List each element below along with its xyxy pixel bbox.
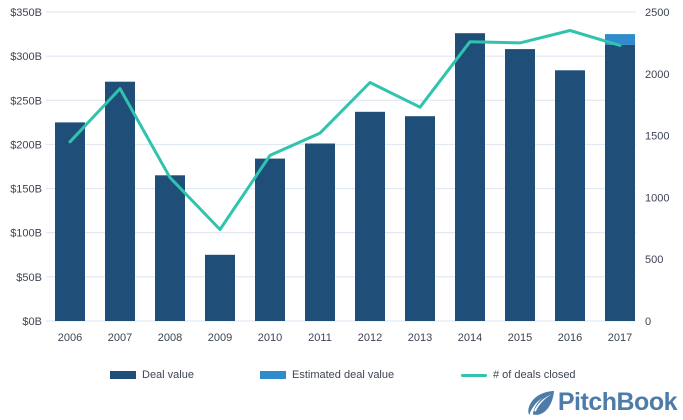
right-axis-tick: 2500 — [645, 7, 669, 19]
legend-item-deals-closed: # of deals closed — [461, 367, 576, 383]
bar-deal-value-2011 — [305, 143, 335, 321]
left-axis-tick: $300B — [10, 51, 42, 63]
x-axis-label-2009: 2009 — [208, 332, 232, 344]
right-axis-tick: 500 — [645, 254, 663, 266]
x-axis-label-2010: 2010 — [258, 332, 282, 344]
x-axis-label-2017: 2017 — [608, 332, 632, 344]
x-axis-label-2007: 2007 — [108, 332, 132, 344]
chart-legend: Deal value Estimated deal value # of dea… — [0, 367, 683, 383]
x-axis-label-2014: 2014 — [458, 332, 482, 344]
bar-deal-value-2008 — [155, 175, 185, 321]
bar-deal-value-2012 — [355, 111, 385, 321]
right-axis-tick: 2000 — [645, 69, 669, 81]
bar-deal-value-2014 — [455, 33, 485, 321]
x-axis-label-2011: 2011 — [308, 332, 332, 344]
bar-deal-value-2006 — [55, 122, 85, 322]
x-axis-label-2012: 2012 — [358, 332, 382, 344]
left-axis-tick: $350B — [10, 7, 42, 19]
bar-deal-value-2015 — [505, 49, 535, 321]
x-axis-label-2015: 2015 — [508, 332, 532, 344]
deals-closed-swatch — [461, 373, 487, 377]
legend-item-deal-value: Deal value — [110, 367, 194, 383]
bar-deal-value-2010 — [255, 158, 285, 321]
pitchbook-logo: PitchBook — [527, 388, 678, 417]
right-axis-tick: 0 — [645, 316, 651, 328]
bar-deal-value-2013 — [405, 116, 435, 321]
x-axis-label-2013: 2013 — [408, 332, 432, 344]
x-axis-label-2016: 2016 — [558, 332, 582, 344]
left-axis-tick: $250B — [10, 95, 42, 107]
x-axis-label-2006: 2006 — [58, 332, 82, 344]
x-axis-label-2008: 2008 — [158, 332, 182, 344]
bar-deal-value-2016 — [555, 70, 585, 321]
left-axis-tick: $50B — [16, 272, 42, 284]
left-axis-tick: $150B — [10, 184, 42, 196]
left-axis-tick: $200B — [10, 139, 42, 151]
bar-deal-value-2017 — [605, 44, 635, 321]
legend-label-estimated-deal-value: Estimated deal value — [292, 369, 395, 381]
deal-value-swatch — [110, 371, 136, 379]
right-axis-tick: 1500 — [645, 131, 669, 143]
legend-item-estimated-deal-value: Estimated deal value — [260, 367, 394, 383]
bar-deal-value-2007 — [105, 81, 135, 321]
right-axis-tick: 1000 — [645, 192, 669, 204]
pitchbook-logo-text: PitchBook — [557, 388, 678, 416]
estimated-deal-value-swatch — [260, 371, 286, 379]
bar-deal-value-2009 — [205, 254, 235, 321]
pitchbook-quill-icon — [528, 390, 554, 415]
bar-estimated-deal-value-2017 — [605, 34, 635, 45]
left-axis-tick: $0B — [22, 316, 42, 328]
legend-label-deal-value: Deal value — [142, 369, 194, 381]
left-axis-tick: $100B — [10, 228, 42, 240]
deals-closed-line — [68, 29, 622, 231]
legend-label-deals-closed: # of deals closed — [493, 369, 576, 381]
deal-activity-chart: $0B $50B $100B $150B $200B $250B $300B $350B 0 50… — [10, 7, 669, 344]
